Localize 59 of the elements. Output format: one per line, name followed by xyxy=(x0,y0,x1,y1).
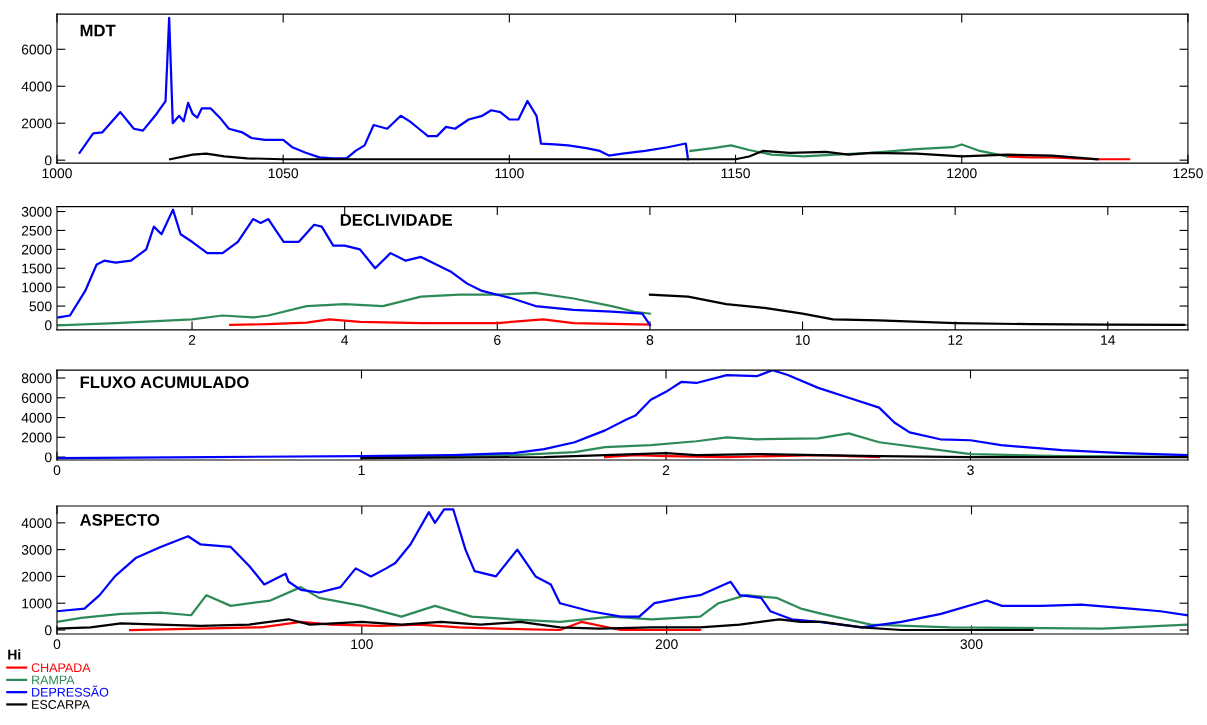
x-tick-label: 2 xyxy=(188,335,196,345)
y-tick-label: 4000 xyxy=(21,81,52,92)
line-series xyxy=(689,143,1009,158)
y-tick-label: 500 xyxy=(29,301,52,312)
y-tick-label: 6000 xyxy=(21,44,52,55)
legend-label: ESCARPA xyxy=(32,700,90,709)
x-tick-label: 6 xyxy=(494,335,501,345)
line-series xyxy=(129,620,702,632)
x-tick-label: 14 xyxy=(1101,335,1116,345)
line-series xyxy=(648,293,1186,327)
y-tick-label: 4000 xyxy=(21,412,52,423)
chart-title: MDT xyxy=(80,24,116,37)
x-tick-label: 200 xyxy=(655,639,678,650)
y-tick-label: 0 xyxy=(44,155,52,166)
chart-title: FLUXO ACUMULADO xyxy=(80,376,249,389)
x-tick-label: 1150 xyxy=(721,168,750,179)
x-tick-label: 0 xyxy=(53,465,61,476)
x-tick-label: 0 xyxy=(53,639,61,650)
line-series xyxy=(168,149,1099,161)
y-tick-label: 2500 xyxy=(21,225,52,236)
y-tick-label: 2000 xyxy=(21,244,52,255)
x-tick-label: 12 xyxy=(948,335,963,345)
y-tick-label: 1000 xyxy=(22,282,52,293)
x-tick-label: 2 xyxy=(662,465,670,475)
y-tick-label: 6000 xyxy=(21,393,52,403)
line-series xyxy=(57,208,652,327)
x-tick-label: 100 xyxy=(351,639,373,650)
legend-label: DEPRESSÃO xyxy=(32,685,109,697)
y-tick-label: 3000 xyxy=(21,544,52,555)
x-tick-label: 1100 xyxy=(495,168,524,179)
line-series xyxy=(56,370,1188,460)
legend-label: CHAPADA xyxy=(31,663,91,673)
y-tick-label: 0 xyxy=(44,452,52,463)
chart-title: DECLIVIDADE xyxy=(340,214,453,226)
x-tick-label: 1 xyxy=(358,465,365,475)
x-tick-label: 10 xyxy=(795,335,810,345)
y-tick-label: 8000 xyxy=(21,373,52,384)
x-tick-label: 300 xyxy=(960,639,983,650)
x-tick-label: 1250 xyxy=(1173,168,1203,179)
y-tick-label: 3000 xyxy=(21,206,52,217)
legend-label: RAMPA xyxy=(32,675,75,685)
x-tick-label: 3 xyxy=(967,465,974,476)
line-series xyxy=(78,16,690,161)
y-tick-label: 2000 xyxy=(21,571,52,582)
y-tick-label: 1500 xyxy=(22,263,52,274)
x-tick-label: 1050 xyxy=(268,168,299,179)
line-series xyxy=(56,586,1188,630)
y-tick-label: 1000 xyxy=(22,598,52,609)
y-tick-label: 0 xyxy=(44,320,52,331)
x-tick-label: 1200 xyxy=(947,168,977,179)
chart-title: ASPECTO xyxy=(80,514,160,526)
y-tick-label: 2000 xyxy=(21,432,52,443)
y-tick-label: 0 xyxy=(44,625,52,636)
y-tick-label: 2000 xyxy=(21,118,52,129)
legend-title: Hi xyxy=(8,649,21,660)
x-tick-label: 8 xyxy=(646,335,654,345)
x-tick-label: 4 xyxy=(341,335,349,345)
y-tick-label: 4000 xyxy=(21,518,52,529)
line-series xyxy=(57,291,652,327)
